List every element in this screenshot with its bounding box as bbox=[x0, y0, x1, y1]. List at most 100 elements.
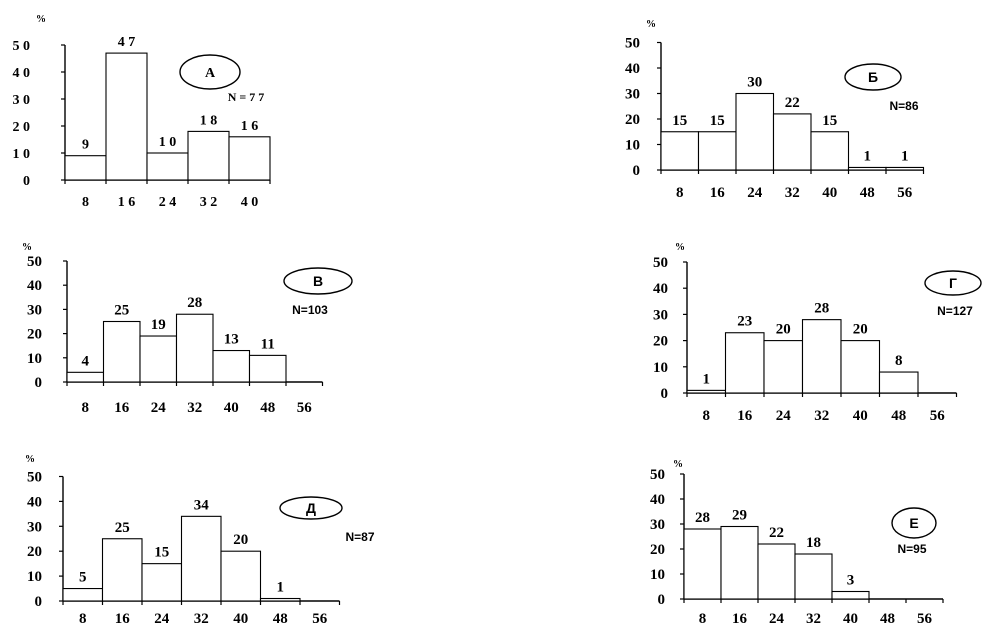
histogram-bar bbox=[248, 354, 287, 383]
histogram-bar bbox=[810, 131, 850, 171]
bar-value-label: 1 bbox=[703, 371, 711, 387]
histogram-bar bbox=[259, 597, 301, 602]
histogram-bar bbox=[105, 52, 148, 181]
histogram-bar bbox=[660, 131, 700, 171]
histogram-bar bbox=[62, 587, 104, 602]
x-tick-label: 8 bbox=[82, 400, 90, 416]
panel-label-oval bbox=[283, 267, 353, 295]
y-tick-label: 50 bbox=[650, 467, 665, 483]
sample-size-label: N = 7 7 bbox=[228, 90, 265, 104]
bar-value-label: 20 bbox=[853, 322, 868, 338]
x-tick-label: 16 bbox=[115, 611, 131, 623]
histogram-bar bbox=[686, 389, 727, 394]
bar-value-label: 15 bbox=[154, 545, 169, 561]
y-tick-label: 40 bbox=[27, 278, 42, 294]
histogram-bar bbox=[101, 538, 143, 602]
y-unit-label: % bbox=[22, 242, 32, 253]
x-tick-label: 48 bbox=[891, 408, 906, 424]
x-tick-label: 32 bbox=[194, 611, 209, 623]
bar-value-label: 13 bbox=[224, 332, 239, 348]
histogram-bar bbox=[735, 92, 775, 171]
sample-size-label: N=103 bbox=[292, 303, 328, 317]
x-tick-label: 24 bbox=[769, 611, 785, 623]
x-tick-label: 16 bbox=[710, 185, 726, 201]
x-tick-label: 24 bbox=[151, 400, 167, 416]
bar-value-label: 22 bbox=[785, 95, 800, 111]
x-tick-label: 32 bbox=[785, 185, 800, 201]
panel-label: В bbox=[313, 273, 323, 289]
bar-value-label: 23 bbox=[737, 314, 752, 330]
y-unit-label: % bbox=[25, 454, 35, 465]
sample-size-label: N=87 bbox=[345, 530, 374, 544]
y-tick-label: 10 bbox=[27, 569, 42, 585]
x-tick-label: 8 bbox=[82, 195, 89, 210]
y-unit-label: % bbox=[36, 14, 46, 25]
y-tick-label: 20 bbox=[27, 544, 42, 560]
x-tick-label: 24 bbox=[154, 611, 170, 623]
y-tick-label: 30 bbox=[653, 307, 668, 323]
histogram-bar bbox=[847, 166, 887, 171]
y-tick-label: 3 0 bbox=[13, 93, 31, 108]
x-tick-label: 56 bbox=[897, 185, 913, 201]
x-tick-label: 40 bbox=[233, 611, 248, 623]
y-tick-label: 40 bbox=[625, 61, 640, 77]
panel-label: Е bbox=[909, 515, 918, 531]
x-tick-label: 56 bbox=[930, 408, 946, 424]
y-tick-label: 0 bbox=[661, 386, 669, 402]
bar-value-label: 15 bbox=[822, 113, 837, 129]
histogram-bar bbox=[683, 528, 722, 600]
histogram-panel: 0 10 20 30 40 50 8 16 24 32 40 48 56 15 15 30 22 15 1 1% Б N=… bbox=[625, 19, 925, 201]
histogram-panel: 0 10 20 30 40 50 8 16 24 32 40 48 56 28 29 22 18 3% Е N=95 bbox=[650, 459, 944, 627]
y-tick-label: 40 bbox=[653, 281, 668, 297]
y-tick-label: 20 bbox=[650, 542, 665, 558]
x-tick-label: 3 2 bbox=[200, 195, 218, 210]
x-tick-label: 40 bbox=[224, 400, 239, 416]
histogram-bar bbox=[141, 563, 183, 602]
y-unit-label: % bbox=[646, 19, 656, 30]
bar-value-label: 28 bbox=[187, 295, 202, 311]
x-tick-label: 8 bbox=[703, 408, 711, 424]
bar-value-label: 11 bbox=[261, 336, 275, 352]
bar-value-label: 5 bbox=[79, 570, 87, 586]
panel-label: А bbox=[205, 66, 216, 81]
x-tick-label: 56 bbox=[297, 400, 313, 416]
bar-value-label: 15 bbox=[672, 113, 687, 129]
panel-label: Г bbox=[949, 275, 957, 291]
bar-value-label: 8 bbox=[895, 353, 903, 369]
histogram-bar bbox=[175, 313, 214, 383]
histogram-bar bbox=[228, 136, 271, 181]
bar-value-label: 1 8 bbox=[200, 113, 218, 128]
x-tick-label: 8 bbox=[699, 611, 707, 623]
panel-label-oval bbox=[179, 54, 241, 90]
bar-value-label: 1 bbox=[277, 580, 285, 596]
histogram-bar bbox=[794, 553, 833, 600]
histogram-panel: 0 1 0 2 0 3 0 4 0 5 0 8 1 6 2 4 3 2 4 0 9 4 7 1 0 1 8 1… bbox=[13, 14, 271, 210]
y-unit-label: % bbox=[673, 459, 683, 470]
y-tick-label: 20 bbox=[27, 327, 42, 343]
x-tick-label: 2 4 bbox=[159, 195, 177, 210]
y-tick-label: 50 bbox=[625, 36, 640, 52]
bar-value-label: 20 bbox=[776, 322, 791, 338]
x-tick-label: 32 bbox=[187, 400, 202, 416]
histogram-bar bbox=[64, 155, 107, 181]
y-tick-label: 10 bbox=[650, 567, 665, 583]
bar-value-label: 15 bbox=[710, 113, 725, 129]
y-tick-label: 5 0 bbox=[13, 39, 31, 54]
y-tick-label: 20 bbox=[653, 334, 668, 350]
x-tick-label: 8 bbox=[676, 185, 684, 201]
bar-value-label: 28 bbox=[814, 301, 829, 317]
bar-value-label: 3 bbox=[847, 573, 855, 589]
bar-value-label: 1 6 bbox=[241, 119, 259, 134]
y-tick-label: 1 0 bbox=[13, 147, 31, 162]
panel-label-oval bbox=[891, 507, 937, 539]
bar-value-label: 25 bbox=[114, 303, 129, 319]
y-tick-label: 2 0 bbox=[13, 120, 31, 135]
bar-value-label: 34 bbox=[194, 497, 210, 513]
y-unit-label: % bbox=[675, 242, 685, 253]
sample-size-label: N=95 bbox=[897, 542, 926, 556]
bar-value-label: 25 bbox=[115, 520, 130, 536]
x-tick-label: 4 0 bbox=[241, 195, 259, 210]
bar-value-label: 1 bbox=[901, 148, 909, 164]
histogram-bar bbox=[878, 371, 919, 394]
